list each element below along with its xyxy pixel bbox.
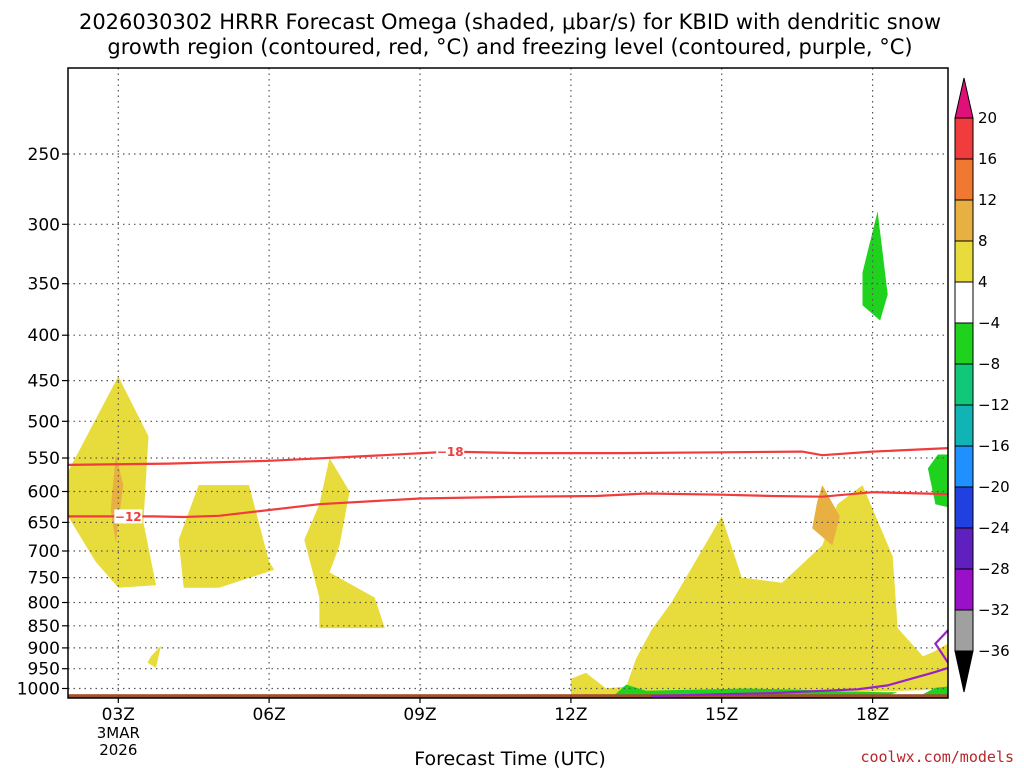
colorbar-label-1: 16 [978,150,997,168]
colorbar-bottom-arrow [954,650,974,693]
colorbar-top-arrow [954,77,974,119]
omega-region-5 [570,485,948,696]
dgz-label-bg-0 [436,444,465,459]
omega-region-0 [68,376,156,588]
omega-region-4 [304,458,385,629]
colorbar-label-4: 4 [978,273,988,291]
colorbar-bin-7 [954,404,974,447]
freezing-contour-1 [933,629,949,664]
grid-layer [68,68,948,698]
colorbar-label-6: −8 [978,355,1000,373]
x-axis-label: Forecast Time (UTC) [414,748,605,768]
omega-region-1 [110,454,124,543]
y-tick-label-650: 650 [28,513,60,533]
x-tick-label-15Z: 15Z [705,705,738,725]
y-tick-label-850: 850 [28,617,60,637]
colorbar-bin-8 [954,445,974,488]
y-tick-label-300: 300 [28,215,60,235]
colorbar-label-13: −36 [978,642,1010,660]
y-tick-label-450: 450 [28,372,60,392]
x-tick-label-12Z: 12Z [554,705,587,725]
date-label-line-2: 2026 [99,741,137,759]
credit-label[interactable]: coolwx.com/models [860,748,1014,766]
chart-title: 2026030302 HRRR Forecast Omega (shaded, … [79,10,941,59]
omega-region-10 [922,686,948,697]
axis-layer: 2503003504004505005506006507007508008509… [17,145,890,759]
x-tick-label-03Z: 03Z [102,705,135,725]
x-tick-label-09Z: 09Z [403,705,436,725]
colorbar-label-2: 12 [978,191,997,209]
plot-frame [67,67,949,699]
ground-layer [68,694,948,698]
colorbar-label-3: 8 [978,232,988,250]
colorbar-bin-2 [954,199,974,242]
y-tick-label-950: 950 [28,660,60,680]
colorbar-label-12: −32 [978,601,1010,619]
colorbar-label-11: −28 [978,560,1010,578]
colorbar-bin-1 [954,158,974,201]
colorbar-bin-11 [954,568,974,611]
colorbar: 20 16 12 8 4 −4 −8 −12 −16 −20 −24 −28 −32 −36 [954,77,1010,693]
colorbar-label-7: −12 [978,396,1010,414]
dgz-contour-0 [67,447,949,466]
dgz-contour-1 [68,491,949,519]
colorbar-bin-12 [954,609,974,652]
omega-region-8 [927,454,948,508]
dgz-contour-label-0: −18 [437,445,464,459]
y-tick-label-1000: 1000 [17,680,60,700]
x-tick-label-18Z: 18Z [856,705,889,725]
y-tick-label-700: 700 [28,542,60,562]
colorbar-bin-0 [954,117,974,160]
colorbar-bin-9 [954,486,974,529]
y-tick-label-900: 900 [28,639,60,659]
omega-region-2 [147,645,161,668]
y-tick-label-400: 400 [28,326,60,346]
colorbar-bin-3 [954,240,974,283]
omega-region-3 [178,485,275,588]
chart-title-line-1: 2026030302 HRRR Forecast Omega (shaded, … [79,10,941,34]
y-tick-label-350: 350 [28,275,60,295]
y-tick-label-250: 250 [28,145,60,165]
colorbar-bin-4 [954,281,974,324]
dgz-label-bg-1 [114,509,143,524]
y-tick-label-750: 750 [28,569,60,589]
date-label-line-1: 3MAR [97,724,140,742]
y-tick-label-500: 500 [28,412,60,432]
colorbar-bin-10 [954,527,974,570]
dgz-contour-label-1: −12 [115,510,142,524]
y-tick-label-550: 550 [28,449,60,469]
x-tick-label-06Z: 06Z [252,705,285,725]
colorbar-label-0: 20 [978,109,997,127]
omega-region-7 [862,211,888,321]
y-tick-label-800: 800 [28,594,60,614]
colorbar-label-9: −20 [978,478,1010,496]
colorbar-label-10: −24 [978,519,1010,537]
omega-region-6 [812,485,840,546]
chart-title-line-2: growth region (contoured, red, °C) and f… [107,35,912,59]
contour-layer: −18 −12 [67,444,949,698]
omega-shading-layer [68,211,948,698]
colorbar-bin-5 [954,322,974,365]
freezing-contour-0 [651,666,949,698]
y-tick-label-600: 600 [28,483,60,503]
colorbar-bin-6 [954,363,974,406]
colorbar-label-5: −4 [978,314,1000,332]
colorbar-label-8: −16 [978,437,1010,455]
ground-surface [68,694,948,698]
